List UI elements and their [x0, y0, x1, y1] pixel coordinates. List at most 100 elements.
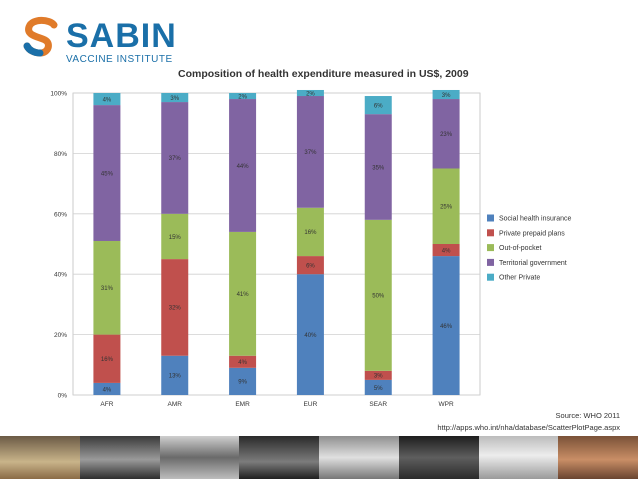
y-tick-label: 20% [54, 332, 67, 339]
bar-segment [364, 370, 392, 380]
legend-label: Other Private [499, 275, 540, 282]
bar-segment [364, 96, 392, 115]
brand-tagline: VACCINE INSTITUTE [66, 54, 173, 65]
data-label: 45% [101, 171, 114, 177]
bar-segment [432, 256, 460, 395]
bar-segment [161, 93, 189, 103]
data-label: 23% [440, 132, 453, 138]
data-label: 4% [103, 387, 112, 393]
bar-segment [229, 367, 257, 395]
data-label: 13% [169, 374, 182, 380]
bar-segment [161, 213, 189, 260]
data-label: 16% [101, 357, 114, 363]
photo-panel [558, 436, 638, 479]
data-label: 3% [374, 374, 383, 380]
bar-segment [93, 334, 121, 383]
data-label: 37% [169, 156, 182, 162]
data-label: 4% [238, 360, 247, 366]
brand-name: SABIN [66, 17, 177, 55]
bar-segment [93, 240, 121, 335]
data-label: 3% [442, 93, 451, 99]
legend-swatch [487, 229, 494, 237]
photo-strip [0, 436, 638, 479]
x-tick-label: EUR [304, 401, 318, 408]
bar-segment [229, 93, 257, 100]
data-label: 3% [170, 96, 179, 102]
legend-swatch [487, 273, 494, 281]
x-tick-label: EMR [235, 401, 250, 408]
data-label: 35% [372, 165, 385, 171]
legend-swatch [487, 244, 494, 252]
y-tick-label: 100% [50, 91, 67, 98]
bar-segment [296, 274, 324, 395]
bar-segment [296, 256, 324, 275]
data-label: 15% [169, 235, 182, 241]
source-note: Source: WHO 2011 http://apps.who.int/nha… [437, 410, 620, 434]
photo-panel [239, 436, 319, 479]
x-tick-label: AMR [168, 401, 183, 408]
y-tick-label: 40% [54, 272, 67, 279]
source-url: http://apps.who.int/nha/database/Scatter… [437, 423, 620, 432]
bar-segment [229, 355, 257, 368]
legend-label: Territorial government [499, 260, 567, 267]
data-label: 50% [372, 294, 385, 300]
bar-segment [432, 244, 460, 257]
y-tick-label: 80% [54, 151, 67, 158]
data-label: 2% [306, 91, 315, 97]
photo-panel [319, 436, 399, 479]
sabin-logo: SABIN VACCINE INSTITUTE [20, 14, 180, 66]
legend-label: Private prepaid plans [499, 230, 565, 237]
photo-panel [398, 436, 479, 479]
data-label: 6% [306, 263, 315, 269]
x-tick-label: SEAR [369, 401, 387, 408]
plot-area [72, 92, 481, 396]
sabin-s-mark-icon [23, 16, 58, 57]
y-tick-label: 60% [54, 211, 67, 218]
data-label: 4% [442, 248, 451, 254]
bar-segment [161, 355, 189, 395]
photo-panel [79, 436, 160, 479]
y-tick-label: 0% [58, 393, 68, 400]
data-label: 46% [440, 324, 453, 330]
bar-segment [296, 96, 324, 208]
data-label: 25% [440, 205, 453, 211]
photo-panel [478, 436, 559, 479]
data-label: 5% [374, 386, 383, 392]
data-label: 6% [374, 103, 383, 109]
bar-segment [161, 102, 189, 214]
bar-segment [93, 382, 121, 395]
data-label: 41% [237, 292, 250, 298]
photo-panel [159, 436, 240, 479]
legend-swatch [487, 258, 494, 266]
photo-panel [0, 436, 80, 479]
data-label: 44% [237, 164, 250, 170]
bar-segment [296, 89, 324, 97]
x-tick-label: AFR [100, 401, 113, 408]
bar-segment [364, 114, 392, 220]
data-label: 40% [304, 333, 317, 339]
x-tick-label: WPR [438, 401, 453, 408]
bar-segment [93, 105, 121, 241]
data-label: 2% [238, 94, 247, 100]
bar-segment [161, 259, 189, 356]
bar-segment [93, 93, 121, 106]
legend-label: Social health insurance [499, 216, 571, 223]
bar-segment [229, 231, 257, 356]
legend-label: Out-of-pocket [499, 245, 541, 252]
data-label: 31% [101, 286, 114, 292]
data-label: 4% [103, 97, 112, 103]
bar-segment [432, 168, 460, 244]
data-label: 9% [238, 380, 247, 386]
data-label: 16% [304, 230, 317, 236]
chart-title: Composition of health expenditure measur… [178, 68, 469, 80]
data-label: 32% [169, 306, 182, 312]
legend-swatch [487, 214, 494, 222]
bar-segment [229, 99, 257, 232]
data-label: 37% [304, 150, 317, 156]
source-line-1: Source: WHO 2011 [555, 411, 620, 420]
bar-segment [432, 89, 460, 100]
bar-segment [296, 207, 324, 257]
bar-segment [364, 219, 392, 371]
bar-segment [432, 99, 460, 169]
